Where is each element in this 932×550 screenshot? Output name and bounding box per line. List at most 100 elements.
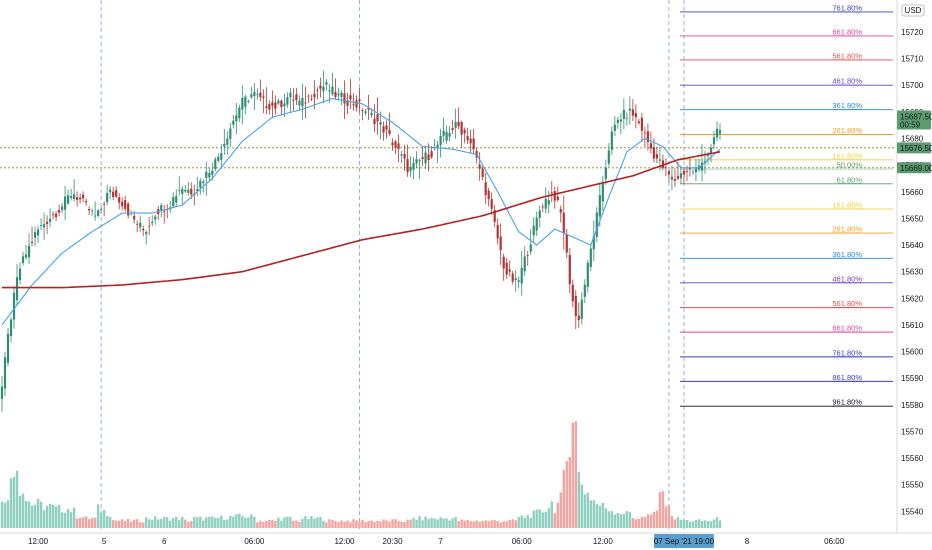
volume-bar [36,498,40,528]
volume-bar [12,477,16,528]
y-tick-label: 15600 [901,348,924,357]
candle-body [214,159,217,170]
volume-bar [0,501,4,528]
y-tick-label: 15650 [901,214,924,223]
volume-bar [256,522,259,528]
x-tick-label: 06:00 [244,537,265,546]
fib-label: 661.80% [832,27,862,36]
volume-bar [166,517,169,528]
candle-body [160,205,163,211]
candle-body [487,190,490,200]
candle-body [562,212,565,233]
candle-body [670,176,674,180]
volume-bar [205,517,208,528]
volume-bar [664,506,668,528]
price-badge-label: 15669.00 [900,164,932,173]
candle-body [700,162,704,171]
candle-body [454,121,457,128]
candle-body [373,118,376,124]
candle-body [646,131,649,143]
volume-bar [610,511,614,528]
candle-body [556,196,559,201]
volume-bar [148,519,151,528]
candle-body [559,208,562,213]
y-tick-label: 15570 [901,427,924,436]
volume-bar [439,517,442,528]
volume-bar [349,522,352,528]
volume-bar [271,519,274,528]
candle-body [412,162,415,170]
x-tick-label: 6 [162,537,167,546]
candle-body [607,150,610,164]
volume-bar [9,478,13,528]
volume-bar [265,520,268,528]
candle-body [124,200,127,209]
volume-bar [102,510,106,528]
session-separators [100,0,685,530]
volume-bar [84,516,88,528]
candle-body [664,167,668,169]
candle-body [442,130,445,136]
volume-bar [670,516,674,528]
candle-body [631,109,634,116]
volume-bar [445,518,448,528]
candle-body [376,114,379,122]
volume-bar [529,518,532,528]
candle-body [436,144,439,149]
volume-bar [138,522,142,528]
volume-bar [220,515,223,528]
candle-body [244,96,247,107]
volume-bar [126,519,130,528]
candle-body [598,195,601,217]
volume-bar [517,516,520,528]
candle-body [190,188,193,195]
volume-bar [274,520,277,528]
candle-body [409,166,412,172]
x-tick-label: 06:00 [824,537,845,546]
candle-body [94,215,97,217]
volume-bar [454,516,457,528]
candle-body [142,228,145,231]
candle-body [301,97,304,107]
volume-bar [283,517,286,528]
volume-bar [652,511,656,528]
candle-body [226,138,229,145]
candle-body [39,225,43,226]
y-tick-label: 15630 [901,268,924,277]
fib-label: 161.80% [832,201,862,210]
candle-body [520,267,523,284]
volume-bar [250,514,253,528]
volume-bar [547,508,550,528]
candle-body [511,273,514,282]
time-axis[interactable]: 12:00 5 6 06:00 12:00 20:30 7 06:00 12:00 8 06:00 0… [0,532,932,550]
volume-bar [511,519,514,528]
candle-body [691,171,695,173]
price-axis[interactable]: USD 15540 15550 15560 15570 15580 15590 15600 15… [896,0,932,550]
candle-body [382,126,385,133]
volume-bar [535,509,538,528]
fib-band [680,168,893,171]
candle-body [316,89,319,91]
volume-bar [160,518,163,528]
volume-bar [571,422,574,528]
volume-bar [556,502,559,528]
volume-bar [376,520,379,528]
candle-body [463,129,466,134]
volume-bar [607,511,611,528]
volume-bar [114,520,118,528]
volume-bar [214,517,217,528]
candle-body [9,319,13,337]
volume-bar [496,520,499,528]
volume-bar [108,516,112,528]
candle-body [313,93,316,98]
volume-bar [39,501,43,528]
candle-body [478,164,481,169]
candle-body [715,128,719,138]
y-tick-label: 15720 [901,28,924,37]
candle-body [424,152,427,164]
volume-bar [619,514,623,528]
fib-label: 961.80% [832,398,862,407]
candle-body [553,191,556,201]
candle-body [517,280,520,282]
candle-body [499,236,502,251]
